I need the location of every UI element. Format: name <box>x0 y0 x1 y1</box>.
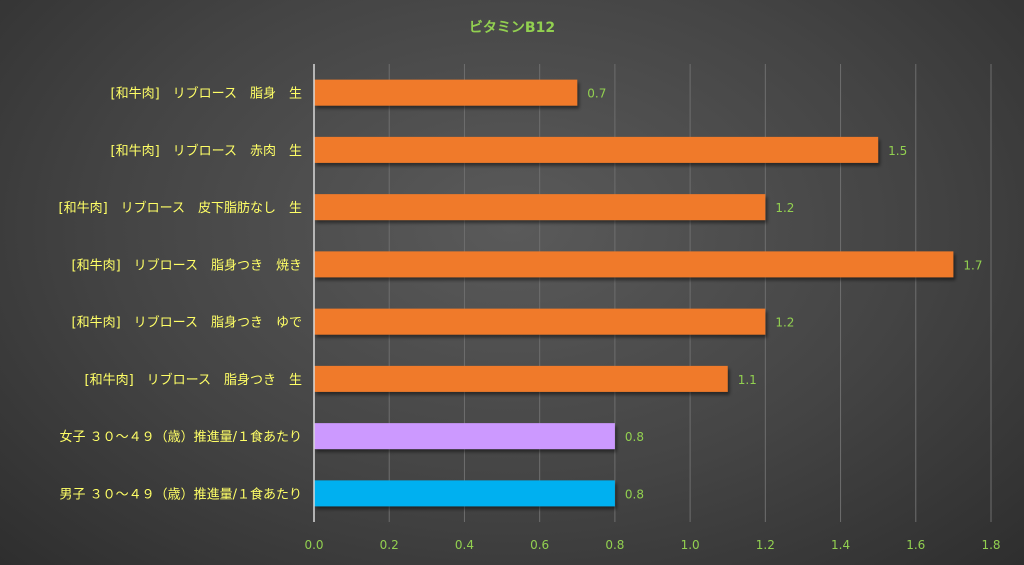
value-label: 1.5 <box>888 144 907 158</box>
x-tick-label: 1.4 <box>831 538 850 552</box>
x-tick-label: 0.4 <box>455 538 474 552</box>
bar <box>314 480 615 507</box>
category-label: [和牛肉] リブロース 赤肉 生 <box>111 143 303 159</box>
bar <box>314 365 728 392</box>
x-tick-label: 1.6 <box>906 538 925 552</box>
x-tick-label: 1.8 <box>981 538 1000 552</box>
bar <box>314 136 879 163</box>
bar <box>314 251 954 278</box>
category-label: 女子 ３０～４９（歳）推進量/１食あたり <box>59 429 302 445</box>
category-label: [和牛肉] リブロース 脂身つき 生 <box>85 372 303 388</box>
bar <box>314 423 615 450</box>
x-tick-label: 0.0 <box>304 538 323 552</box>
bar <box>314 79 578 106</box>
bar <box>314 194 766 221</box>
category-label: [和牛肉] リブロース 脂身 生 <box>111 86 303 102</box>
category-label: 男子 ３０～４９（歳）推進量/１食あたり <box>59 486 302 502</box>
value-label: 0.7 <box>587 87 606 101</box>
x-tick-label: 1.2 <box>756 538 775 552</box>
x-tick-label: 0.2 <box>380 538 399 552</box>
value-label: 1.7 <box>963 258 982 272</box>
chart-title: ビタミンB12 <box>468 20 556 36</box>
x-tick-label: 0.6 <box>530 538 549 552</box>
value-label: 1.2 <box>775 316 794 330</box>
value-label: 1.2 <box>775 201 794 215</box>
x-tick-label: 1.0 <box>681 538 700 552</box>
category-label: [和牛肉] リブロース 皮下脂肪なし 生 <box>59 200 303 216</box>
category-label: [和牛肉] リブロース 脂身つき ゆで <box>72 315 303 331</box>
value-label: 1.1 <box>738 373 757 387</box>
value-label: 0.8 <box>625 430 644 444</box>
value-label: 0.8 <box>625 487 644 501</box>
bar <box>314 308 766 335</box>
category-label: [和牛肉] リブロース 脂身つき 焼き <box>72 257 303 273</box>
x-tick-label: 0.8 <box>605 538 624 552</box>
